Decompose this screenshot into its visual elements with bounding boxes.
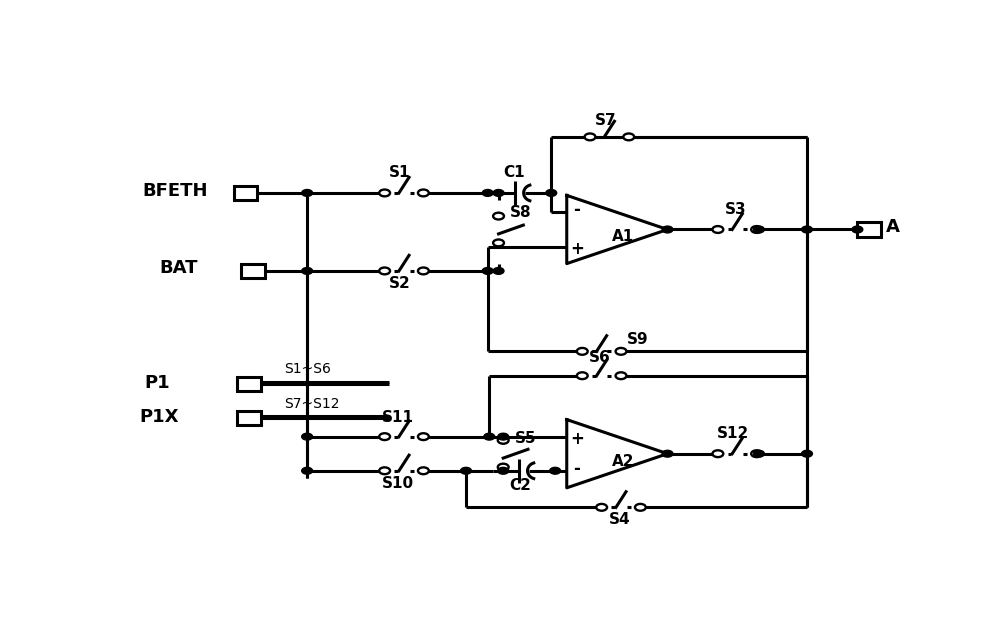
Bar	[857, 222, 881, 237]
Circle shape	[379, 433, 390, 440]
Text: -: -	[573, 460, 580, 478]
Text: S4: S4	[609, 512, 630, 527]
Circle shape	[754, 226, 764, 233]
Bar	[234, 185, 257, 200]
Circle shape	[493, 239, 504, 246]
Text: S1~S6: S1~S6	[284, 361, 331, 376]
Text: P1: P1	[144, 374, 170, 392]
Circle shape	[585, 134, 595, 141]
Circle shape	[550, 467, 561, 474]
Text: C1: C1	[503, 165, 525, 180]
Text: C2: C2	[509, 479, 531, 493]
Circle shape	[802, 226, 812, 233]
Circle shape	[302, 467, 313, 474]
Text: S3: S3	[725, 202, 747, 217]
Text: S1: S1	[389, 165, 411, 180]
Text: P1X: P1X	[139, 408, 178, 426]
Circle shape	[751, 450, 762, 457]
Circle shape	[852, 226, 863, 233]
Text: S11: S11	[382, 410, 414, 425]
Circle shape	[712, 450, 723, 457]
Text: S5: S5	[515, 431, 536, 446]
Circle shape	[484, 433, 495, 440]
Circle shape	[802, 450, 812, 457]
Text: BFETH: BFETH	[142, 182, 208, 199]
Circle shape	[498, 464, 509, 470]
Circle shape	[482, 268, 493, 274]
Circle shape	[302, 268, 313, 274]
Circle shape	[662, 450, 673, 457]
Text: S10: S10	[382, 476, 414, 491]
Circle shape	[498, 467, 509, 474]
Circle shape	[482, 189, 493, 196]
Circle shape	[577, 372, 588, 379]
Circle shape	[577, 348, 588, 354]
Text: S8: S8	[510, 205, 532, 220]
Text: A: A	[886, 218, 900, 236]
Text: S2: S2	[389, 276, 411, 291]
Text: S7: S7	[595, 113, 616, 128]
Bar	[237, 377, 261, 391]
Circle shape	[379, 467, 390, 474]
Text: BAT: BAT	[159, 260, 198, 277]
Text: +: +	[570, 239, 584, 258]
Circle shape	[751, 226, 762, 233]
Circle shape	[302, 433, 313, 440]
Text: S9: S9	[626, 332, 648, 347]
Circle shape	[498, 437, 509, 444]
Circle shape	[493, 189, 504, 196]
Text: -: -	[573, 201, 580, 220]
Circle shape	[379, 189, 390, 196]
Circle shape	[616, 372, 626, 379]
Circle shape	[546, 189, 557, 196]
Circle shape	[418, 189, 429, 196]
Circle shape	[461, 467, 471, 474]
Circle shape	[493, 213, 504, 220]
Circle shape	[635, 504, 646, 511]
Circle shape	[754, 450, 764, 457]
Circle shape	[302, 189, 313, 196]
Circle shape	[418, 433, 429, 440]
Circle shape	[712, 226, 723, 233]
Circle shape	[662, 226, 673, 233]
Bar	[241, 263, 264, 279]
Circle shape	[379, 268, 390, 274]
Circle shape	[616, 348, 626, 354]
Circle shape	[596, 504, 607, 511]
Circle shape	[493, 268, 504, 274]
Bar	[237, 411, 261, 425]
Text: +: +	[570, 430, 584, 448]
Circle shape	[418, 268, 429, 274]
Text: A1: A1	[612, 229, 634, 244]
Circle shape	[498, 433, 509, 440]
Circle shape	[418, 467, 429, 474]
Text: A2: A2	[612, 453, 635, 468]
Text: S12: S12	[717, 426, 750, 441]
Circle shape	[623, 134, 634, 141]
Text: S6: S6	[589, 350, 611, 365]
Text: S7~S12: S7~S12	[284, 398, 339, 411]
